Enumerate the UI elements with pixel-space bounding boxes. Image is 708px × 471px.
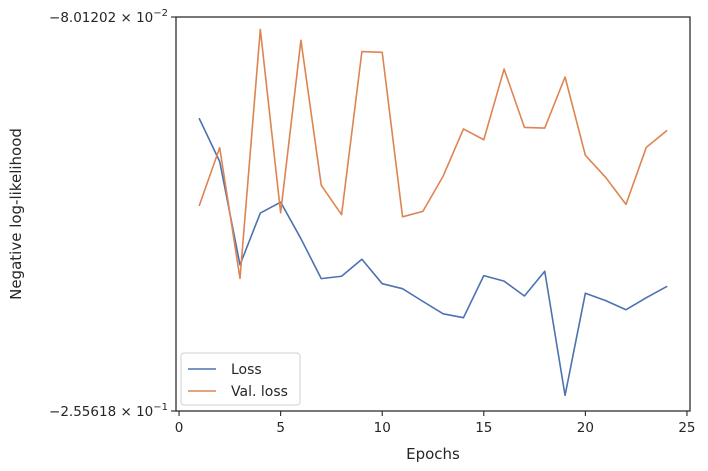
plot-frame — [175, 16, 691, 412]
y-axis-label: Negative log-likelihood — [7, 128, 25, 300]
x-tick-label: 0 — [175, 420, 184, 436]
series-line-val-loss — [198, 28, 668, 280]
series-layer — [198, 28, 668, 397]
legend-label-val-loss: Val. loss — [231, 384, 288, 400]
y-tick-label: −2.55618 × 10−1 — [49, 402, 168, 420]
x-tick-label: 15 — [475, 420, 492, 436]
series-line-loss — [198, 117, 668, 397]
legend: Loss Val. loss — [180, 352, 301, 406]
x-tick-label: 5 — [276, 420, 285, 436]
x-tick-label: 10 — [374, 420, 391, 436]
y-axis: −8.01202 × 10−2 −2.55618 × 10−1 — [49, 8, 176, 420]
y-tick-label: −8.01202 × 10−2 — [49, 8, 168, 26]
legend-label-loss: Loss — [231, 362, 262, 378]
x-axis-label: Epochs — [406, 445, 460, 463]
x-tick-label: 20 — [577, 420, 594, 436]
legend-box — [180, 352, 301, 406]
x-axis: 0 5 10 15 20 25 — [175, 411, 696, 436]
x-tick-label: 25 — [678, 420, 695, 436]
